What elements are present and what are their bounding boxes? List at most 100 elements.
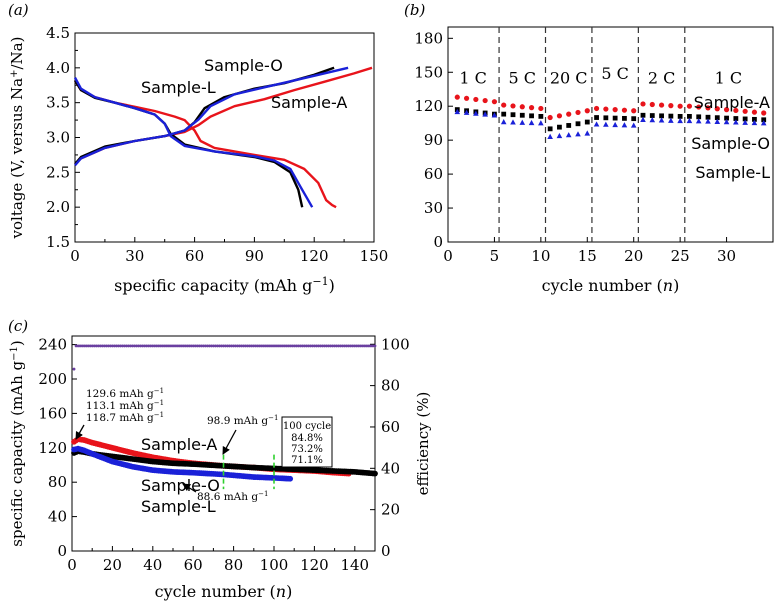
annotation-arrow — [222, 429, 237, 455]
point-sample-l — [463, 109, 470, 115]
point-efficiency — [135, 344, 139, 348]
point-sample-a — [501, 102, 507, 108]
retention-sample-l: 71.1% — [291, 455, 323, 466]
point-efficiency — [252, 344, 256, 348]
point-efficiency — [181, 344, 185, 348]
x-tick-label: 30 — [717, 247, 736, 265]
panel-b: 0 5 10 15 20 25 30 0 30 60 90 120 150 180 1 C 5 C 20 C 5 … — [404, 1, 774, 295]
point-efficiency — [228, 344, 231, 348]
y2-tick-label: 40 — [381, 459, 400, 477]
point-efficiency — [220, 344, 223, 348]
annotation-superscript: −1 — [258, 490, 268, 498]
point-efficiency — [111, 344, 114, 348]
legend-sample-o: Sample-O — [204, 56, 283, 75]
annotation-superscript: −1 — [154, 399, 164, 407]
point-sample-o — [612, 115, 618, 121]
point-sample-o — [687, 113, 692, 119]
y2-axis-title: efficiency (%) — [414, 392, 432, 496]
plot-frame — [447, 26, 774, 243]
point-efficiency — [258, 344, 262, 348]
legend-sample-a: Sample-A — [271, 93, 347, 112]
point-sample-l — [538, 120, 544, 126]
point-efficiency — [199, 344, 203, 348]
point-sample-l — [510, 119, 516, 125]
x-tick-label: 20 — [624, 247, 643, 265]
rate-label: 1 C — [459, 69, 487, 88]
point-efficiency — [232, 344, 236, 348]
panel-label: (b) — [404, 1, 425, 19]
annotation-value: 129.6 mAh g — [86, 388, 154, 400]
point-efficiency — [72, 367, 76, 371]
y-tick-label: 1.5 — [46, 233, 70, 251]
annotation-value: 118.7 mAh g — [86, 412, 154, 424]
point-efficiency — [274, 344, 278, 348]
point-sample-a — [751, 109, 758, 115]
legend-sample-o: Sample-O — [141, 476, 220, 495]
x-axis-label-variable: n — [663, 276, 673, 295]
point-sample-o — [510, 112, 516, 118]
point-efficiency — [207, 344, 211, 348]
point-sample-a — [640, 101, 646, 107]
point-efficiency — [304, 344, 308, 348]
point-sample-o — [594, 115, 599, 120]
point-sample-a — [603, 106, 609, 112]
point-sample-l — [723, 119, 730, 125]
point-efficiency — [288, 344, 292, 348]
point-efficiency — [246, 344, 250, 348]
x-tick-label: 0 — [70, 247, 80, 265]
point-sample-a — [733, 107, 739, 114]
point-efficiency — [143, 344, 147, 348]
point-efficiency — [102, 344, 106, 348]
point-sample-o — [696, 114, 702, 120]
point-sample-a — [566, 111, 572, 117]
legend-sample-a: Sample-A — [694, 93, 770, 112]
point-sample-a — [454, 94, 460, 100]
point-sample-o — [519, 112, 525, 118]
point-efficiency — [153, 344, 157, 348]
point-efficiency — [317, 344, 320, 348]
point-sample-a — [538, 105, 544, 112]
point-efficiency — [224, 344, 227, 348]
point-efficiency — [149, 344, 153, 348]
point-efficiency — [321, 344, 324, 348]
point-efficiency — [84, 344, 88, 348]
y-axis-label-superscript: + — [9, 70, 20, 78]
point-sample-l — [575, 131, 581, 137]
point-efficiency — [165, 344, 169, 348]
y-tick-label: 0 — [57, 542, 67, 560]
legend-sample-a: Sample-A — [141, 435, 217, 454]
point-efficiency — [139, 344, 143, 348]
point-efficiency — [78, 344, 82, 348]
point-sample-o — [677, 113, 683, 119]
point-efficiency — [189, 344, 193, 348]
point-efficiency — [296, 344, 300, 348]
y-tick-label: 3.5 — [46, 94, 70, 112]
x-tick-label: 90 — [245, 247, 264, 265]
x-tick-label: 40 — [143, 556, 162, 574]
x-tick-label: 25 — [671, 247, 690, 265]
point-sample-o — [631, 116, 637, 122]
point-sample-l — [500, 119, 507, 125]
point-efficiency — [187, 344, 191, 348]
point-efficiency — [240, 344, 244, 348]
point-efficiency — [177, 344, 181, 348]
point-efficiency — [216, 344, 219, 348]
point-sample-o — [640, 112, 646, 118]
point-efficiency — [222, 344, 225, 348]
point-efficiency — [286, 344, 290, 348]
annotation-value: 98.9 mAh g — [207, 415, 268, 427]
annotation-arrow — [182, 483, 197, 493]
point-sample-a — [491, 99, 498, 105]
point-efficiency — [193, 344, 197, 348]
point-efficiency — [343, 344, 347, 348]
point-sample-a — [575, 109, 581, 116]
point-efficiency — [90, 344, 94, 348]
point-efficiency — [270, 344, 274, 348]
x-axis-title: specific capacity (mAh g−1) — [114, 275, 335, 296]
legend-sample-l: Sample-L — [141, 78, 216, 97]
x-tick-label: 5 — [490, 247, 500, 265]
point-efficiency — [278, 344, 282, 348]
point-sample-l — [760, 120, 767, 126]
point-sample-a — [631, 108, 637, 114]
